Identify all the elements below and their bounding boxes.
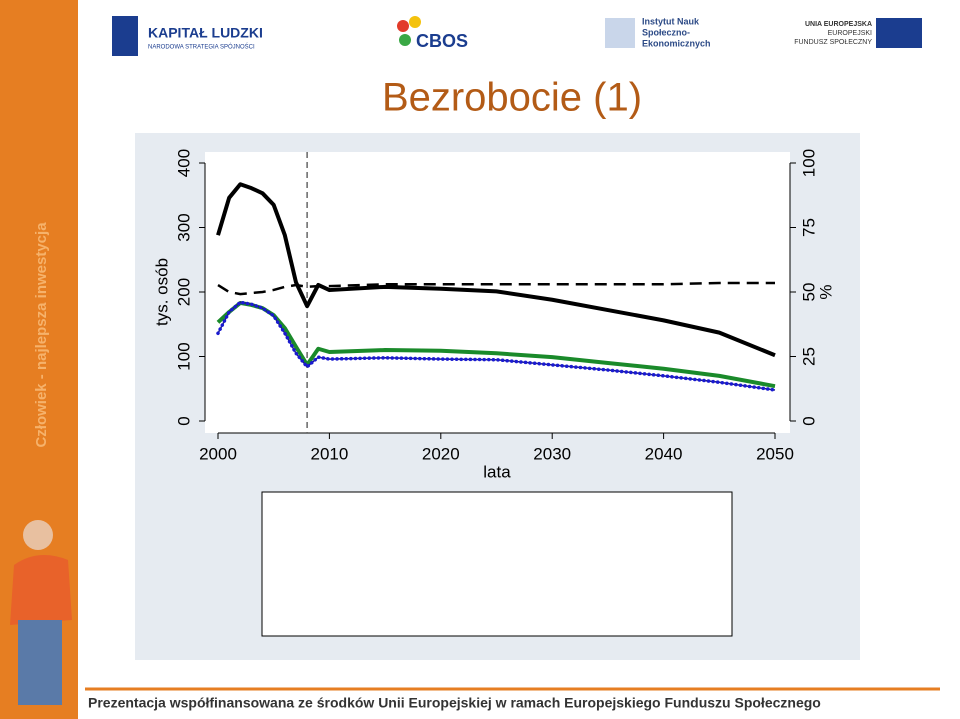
x-tick-label: 2000 bbox=[199, 444, 237, 463]
y-tick-label: 100 bbox=[174, 342, 193, 370]
y2-axis-label: % bbox=[816, 284, 835, 299]
y-tick-label: 0 bbox=[174, 416, 193, 425]
logo-text: Instytut Nauk bbox=[642, 16, 700, 26]
logo-insne: Instytut Nauk Społeczno- Ekonomicznych bbox=[605, 16, 711, 48]
y2-tick-label: 100 bbox=[799, 149, 818, 177]
logo-text: KAPITAŁ LUDZKI bbox=[148, 25, 263, 41]
y-tick-label: 200 bbox=[174, 278, 193, 306]
y2-tick-label: 25 bbox=[799, 347, 818, 366]
logo-text: Społeczno- bbox=[642, 27, 690, 37]
footer-text: Prezentacja współfinansowana ze środków … bbox=[88, 695, 821, 711]
logo-text: EUROPEJSKI bbox=[828, 30, 872, 37]
person bbox=[10, 520, 72, 705]
x-tick-label: 2050 bbox=[756, 444, 794, 463]
legend bbox=[261, 491, 733, 637]
logo-text: CBOS bbox=[416, 31, 468, 51]
y-tick-label: 400 bbox=[174, 149, 193, 177]
logo-text: FUNDUSZ SPOŁECZNY bbox=[794, 39, 872, 46]
y-tick-label: 300 bbox=[174, 213, 193, 241]
x-axis-label: lata bbox=[483, 462, 511, 481]
logo-ue: UNIA EUROPEJSKA EUROPEJSKI FUNDUSZ SPOŁE… bbox=[794, 18, 922, 48]
series-line bbox=[216, 300, 777, 392]
series-line bbox=[217, 281, 775, 296]
y2-tick-label: 50 bbox=[799, 283, 818, 302]
x-tick-label: 2010 bbox=[310, 444, 348, 463]
logo-cbos: CBOS bbox=[397, 16, 468, 51]
logo-text: NARODOWA STRATEGIA SPÓJNOŚCI bbox=[148, 43, 255, 51]
x-tick-label: 2030 bbox=[533, 444, 571, 463]
sidebar-text: Człowiek - najlepsza inwestycja bbox=[33, 222, 50, 448]
x-tick-label: 2040 bbox=[645, 444, 683, 463]
y-axis-label: tys. osób bbox=[152, 258, 171, 326]
logo-text: Ekonomicznych bbox=[642, 38, 711, 48]
logo-text: UNIA EUROPEJSKA bbox=[805, 21, 872, 28]
x-tick-label: 2020 bbox=[422, 444, 460, 463]
slide-title: Bezrobocie (1) bbox=[382, 76, 642, 120]
logo-kapital: KAPITAŁ LUDZKI NARODOWA STRATEGIA SPÓJNO… bbox=[112, 16, 263, 56]
y2-tick-label: 75 bbox=[799, 218, 818, 237]
y2-tick-label: 0 bbox=[799, 416, 818, 425]
